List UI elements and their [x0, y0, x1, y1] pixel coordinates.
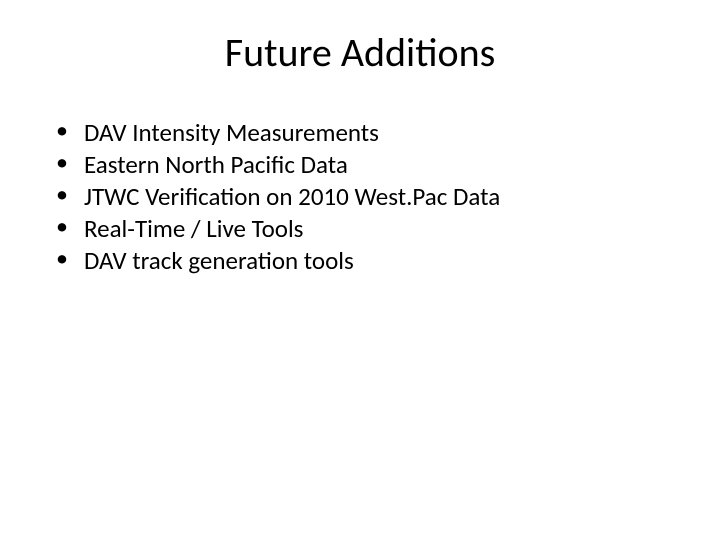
- list-item: JTWC Verification on 2010 West.Pac Data: [50, 181, 500, 213]
- bullet-list: DAV Intensity Measurements Eastern North…: [50, 117, 500, 277]
- list-item: Eastern North Pacific Data: [50, 149, 500, 181]
- slide-title: Future Additions: [0, 28, 720, 77]
- list-item: DAV Intensity Measurements: [50, 117, 500, 149]
- list-item: Real-Time / Live Tools: [50, 213, 500, 245]
- list-item: DAV track generation tools: [50, 245, 500, 277]
